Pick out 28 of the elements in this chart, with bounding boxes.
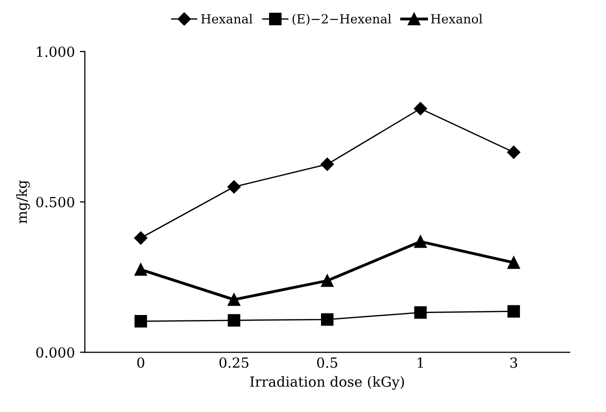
legend-label: (E)−2−Hexenal: [292, 14, 392, 26]
x-tick-label: 0.25: [219, 357, 248, 368]
x-tick-label: 0: [137, 357, 144, 368]
y-tick-label: 0.000: [36, 347, 74, 358]
point: [320, 274, 334, 287]
point: [134, 263, 148, 276]
y-tick-label: 0.500: [36, 196, 74, 208]
y-axis-title: mg/kg: [16, 180, 30, 224]
point: [414, 102, 428, 116]
point: [507, 146, 520, 159]
point: [134, 231, 148, 245]
x-tick-label: 1: [418, 357, 423, 368]
point: [414, 306, 427, 319]
y-tick-label: 1.000: [37, 46, 74, 57]
point: [320, 158, 334, 171]
point: [228, 314, 240, 327]
legend-label: Hexanol: [431, 14, 482, 24]
point: [228, 293, 240, 306]
x-tick-label: 0.5: [317, 357, 338, 368]
point: [134, 315, 148, 328]
x-axis-title: Irradiation dose (kGy): [250, 376, 404, 390]
point: [227, 180, 241, 194]
point: [414, 235, 427, 248]
point: [507, 305, 520, 318]
point: [320, 313, 334, 326]
x-tick-label: 3: [510, 357, 518, 368]
point: [507, 256, 520, 269]
legend-label: Hexanal: [201, 14, 252, 24]
